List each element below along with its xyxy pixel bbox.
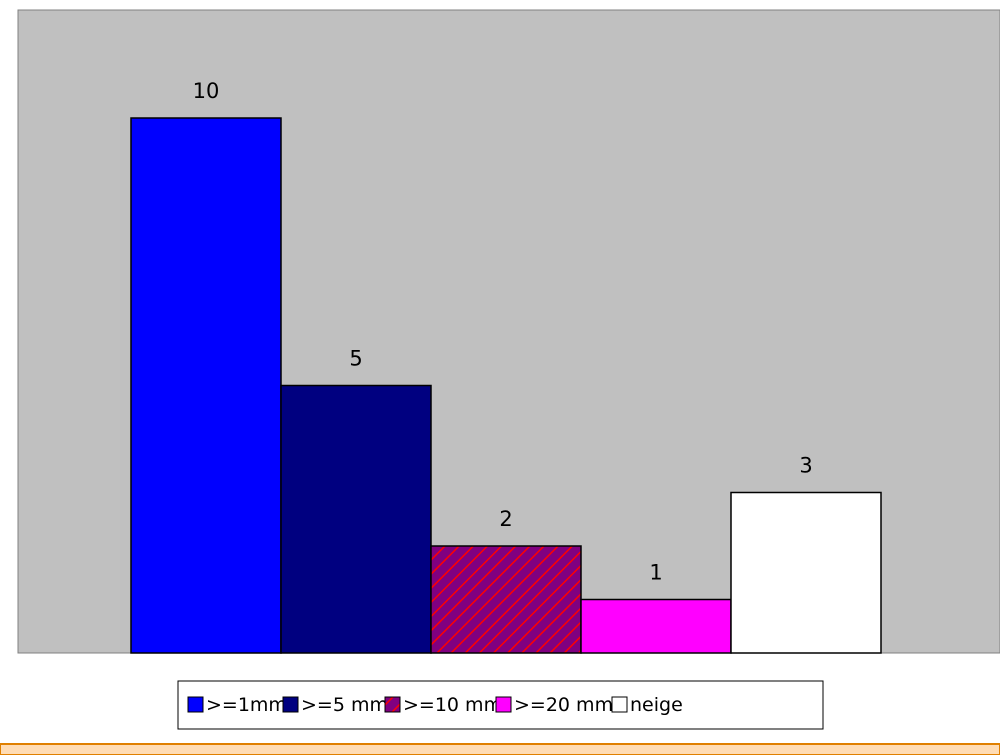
legend-label-1: >=1mm — [206, 694, 287, 716]
legend-label-3: >=10 mm — [403, 694, 502, 716]
data-label-1: 10 — [193, 79, 220, 103]
data-label-2: 5 — [349, 347, 362, 371]
legend-label-5: neige — [630, 694, 683, 716]
bar-1 — [130, 117, 282, 654]
data-label-5: 3 — [799, 454, 812, 478]
bars — [130, 117, 882, 654]
footer-band — [0, 743, 1000, 755]
data-label-4: 1 — [649, 561, 662, 585]
legend-label-2: >=5 mm — [301, 694, 388, 716]
bar-2 — [280, 384, 432, 654]
legend-swatch-3 — [384, 696, 401, 713]
bar-5 — [730, 491, 882, 654]
legend-swatch-1 — [187, 696, 204, 713]
legend-label-4: >=20 mm — [514, 694, 613, 716]
data-label-3: 2 — [499, 507, 512, 531]
legend-swatch-5 — [611, 696, 628, 713]
bar-3 — [430, 545, 582, 654]
legend-swatch-2 — [282, 696, 299, 713]
legend-swatch-4 — [495, 696, 512, 713]
legend: >=1mm >=5 mm >=10 mm >=20 mm neige — [177, 680, 824, 730]
data-labels: 10 5 2 1 3 — [193, 79, 813, 585]
bar-4 — [580, 598, 732, 654]
